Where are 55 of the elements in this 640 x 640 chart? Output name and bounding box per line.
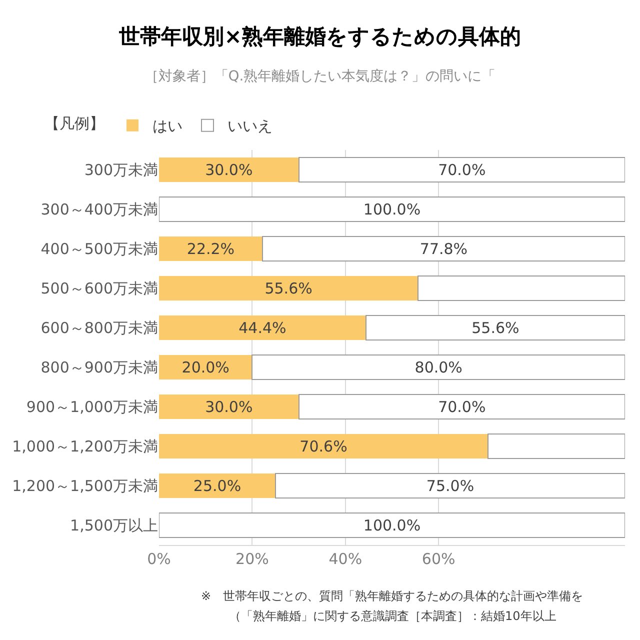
data-label: 20.0%	[182, 358, 230, 376]
bar	[252, 354, 625, 380]
bar	[159, 276, 418, 300]
bar	[298, 394, 625, 420]
x-tick-label: 20%	[236, 550, 269, 568]
bar	[159, 316, 366, 340]
bar	[159, 355, 252, 380]
x-tick-label: 0%	[147, 550, 171, 568]
data-label: 75.0%	[426, 476, 474, 495]
y-tick-label: 1,500万以上	[70, 516, 158, 534]
y-tick-label: 300～400万未満	[40, 200, 158, 218]
legend-label: はい	[152, 117, 182, 136]
data-label: 44.4%	[238, 318, 286, 337]
legend-title: 【凡例】	[44, 114, 104, 133]
data-label: 30.0%	[205, 160, 253, 179]
y-tick-label: 300万未満	[84, 161, 158, 179]
bar	[275, 473, 625, 498]
data-label: 25.0%	[193, 476, 242, 495]
y-tick-label: 800～900万未満	[40, 358, 158, 376]
y-tick-label: 400～500万未満	[40, 240, 158, 258]
data-label: 22.2%	[186, 240, 235, 258]
legend-label: いいえ	[228, 117, 272, 136]
data-label: 100.0%	[363, 200, 421, 218]
x-tick-label: 40%	[328, 550, 362, 568]
bar	[159, 158, 299, 182]
x-tick-label: 60%	[422, 550, 456, 568]
data-label: 80.0%	[414, 358, 462, 376]
bar	[418, 276, 625, 301]
bar	[159, 196, 625, 222]
bar	[159, 434, 488, 458]
data-label: 70.6%	[300, 437, 348, 456]
data-label: 77.8%	[420, 240, 468, 258]
y-tick-label: 1,200～1,500万未満	[12, 477, 158, 495]
bar	[159, 394, 299, 419]
data-label: 55.6%	[472, 318, 520, 337]
bar	[488, 434, 625, 459]
text: （「熟年離婚」に関する意識調査［本調査］：結婚10年以上	[229, 609, 556, 623]
bar	[298, 157, 625, 182]
bar	[159, 512, 625, 538]
chart-title: 世帯年収別×熟年離婚をするための具体的	[118, 24, 521, 48]
data-label: 30.0%	[205, 398, 253, 416]
bar	[262, 236, 625, 262]
y-tick-label: 600～800万未満	[40, 319, 158, 337]
y-tick-label: 900～1,000万未満	[26, 398, 158, 416]
chart-subtitle: ［対象者］「Q.熟年離婚したい本気度は？」の問いに「	[144, 68, 496, 85]
bar	[159, 236, 262, 261]
y-tick-label: 500～600万未満	[40, 280, 158, 298]
data-label: 70.0%	[438, 160, 486, 179]
data-label: 55.6%	[264, 279, 312, 298]
text: ※ 世帯年収ごとの、質問「熟年離婚するための具体的な計画や準備を	[201, 589, 584, 603]
y-tick-label: 1,000～1,200万未満	[12, 438, 158, 456]
data-label: 100.0%	[363, 516, 421, 534]
bar	[365, 315, 625, 340]
bar	[159, 474, 276, 498]
data-label: 70.0%	[438, 398, 486, 416]
